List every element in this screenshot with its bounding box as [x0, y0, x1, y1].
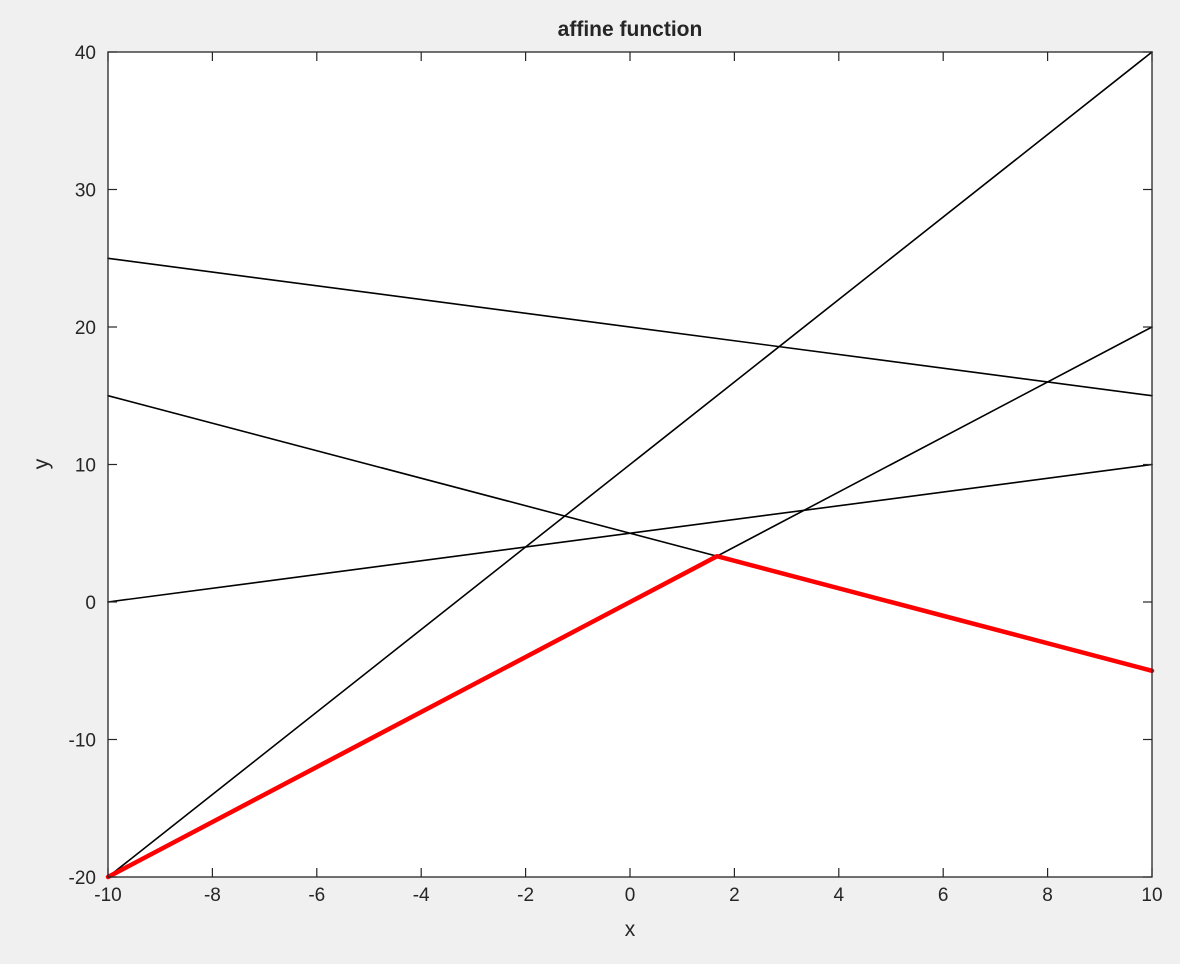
y-tick-label: 10	[75, 456, 96, 477]
y-tick-label: 40	[75, 43, 96, 64]
x-tick-label: -10	[94, 885, 121, 906]
series-line-2	[107, 257, 1153, 397]
y-tick-label: 0	[85, 593, 96, 614]
series-line-1	[107, 51, 1153, 878]
y-tick-label: -20	[69, 868, 96, 889]
y-tick-label: -10	[69, 731, 96, 752]
x-tick-label: -4	[413, 885, 430, 906]
x-tick-label: -8	[204, 885, 221, 906]
plot-frame	[107, 51, 1153, 878]
x-tick-label: 8	[1042, 885, 1053, 906]
y-tick-label: 20	[75, 318, 96, 339]
x-tick-label: 6	[938, 885, 949, 906]
x-tick-label: -2	[517, 885, 534, 906]
x-tick-label: 4	[834, 885, 845, 906]
chart-title: affine function	[558, 18, 703, 41]
series-line-max-envelope	[105, 553, 1155, 880]
x-tick-label: 0	[625, 885, 636, 906]
x-tick-label: 10	[1141, 885, 1162, 906]
x-axis-label: x	[625, 918, 636, 941]
x-tick-label: -6	[308, 885, 325, 906]
series-line-4	[107, 463, 1153, 603]
series-layer	[105, 51, 1155, 880]
x-tick-label: 2	[729, 885, 740, 906]
y-axis-label: y	[30, 458, 53, 469]
y-tick-label: 30	[75, 181, 96, 202]
